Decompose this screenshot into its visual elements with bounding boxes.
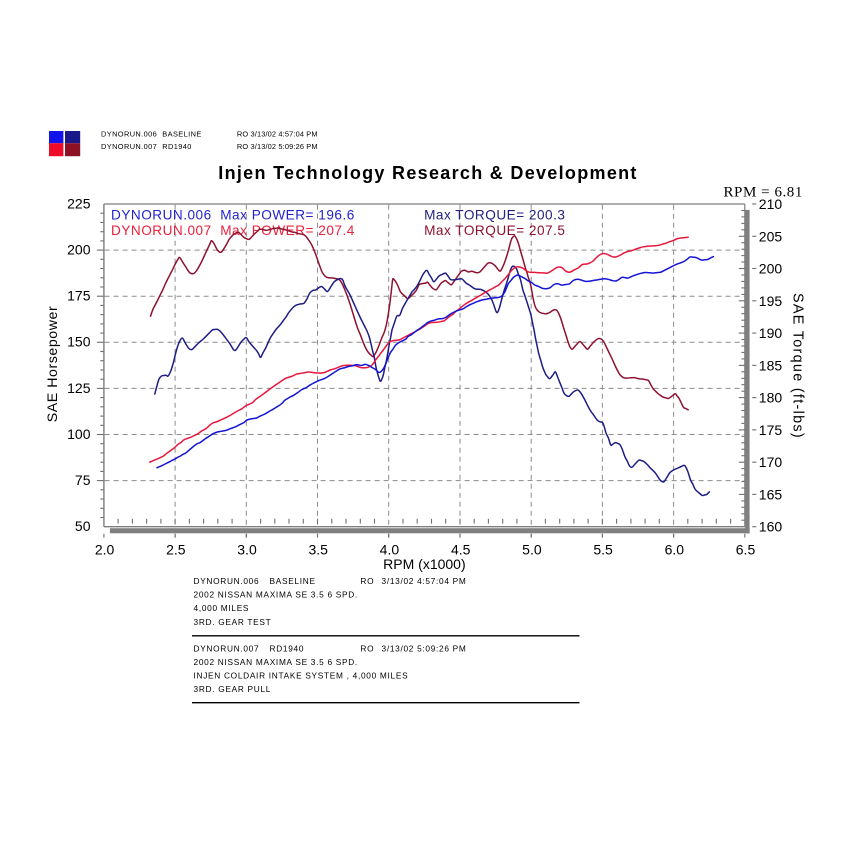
svg-text:210: 210 [759, 196, 783, 212]
svg-text:180: 180 [759, 390, 783, 406]
svg-text:RO 3/13/02 4:57:04 PM: RO 3/13/02 4:57:04 PM [237, 129, 318, 138]
svg-text:185: 185 [759, 357, 783, 373]
svg-text:3RD. GEAR PULL: 3RD. GEAR PULL [194, 684, 272, 694]
svg-text:3RD. GEAR TEST: 3RD. GEAR TEST [194, 617, 272, 627]
svg-text:3/13/02 5:09:26 PM: 3/13/02 5:09:26 PM [382, 643, 467, 653]
svg-text:125: 125 [67, 380, 91, 396]
svg-text:RO: RO [360, 643, 374, 653]
svg-text:RO 3/13/02 5:09:26 PM: RO 3/13/02 5:09:26 PM [237, 142, 318, 151]
svg-text:4.5: 4.5 [451, 542, 471, 558]
svg-text:3/13/02 4:57:04 PM: 3/13/02 4:57:04 PM [382, 576, 467, 586]
svg-text:165: 165 [759, 486, 783, 502]
svg-text:INJEN COLDAIR INTAKE SYSTEM ,: INJEN COLDAIR INTAKE SYSTEM , 4,000 MILE… [194, 671, 409, 681]
svg-text:Max TORQUE= 200.3: Max TORQUE= 200.3 [424, 207, 565, 222]
svg-text:175: 175 [67, 288, 91, 304]
svg-text:5.0: 5.0 [522, 542, 542, 558]
svg-text:2002 NISSAN MAXIMA SE 3.5 6 SP: 2002 NISSAN MAXIMA SE 3.5 6 SPD. [194, 657, 358, 667]
svg-text:50: 50 [75, 518, 91, 534]
svg-text:RPM (x1000): RPM (x1000) [383, 556, 465, 572]
svg-text:RD1940: RD1940 [270, 643, 305, 653]
svg-text:160: 160 [759, 519, 783, 535]
svg-text:5.5: 5.5 [593, 542, 613, 558]
svg-text:6.5: 6.5 [736, 542, 756, 558]
svg-text:SAE Torque (ft-lbs): SAE Torque (ft-lbs) [789, 293, 805, 439]
svg-text:6.0: 6.0 [665, 542, 685, 558]
svg-text:DYNORUN.006 Max POWER= 196.6: DYNORUN.006 Max POWER= 196.6 [111, 207, 355, 222]
svg-text:200: 200 [759, 261, 783, 277]
svg-text:225: 225 [67, 195, 91, 211]
svg-text:DYNORUN.007: DYNORUN.007 [194, 643, 260, 653]
svg-text:150: 150 [67, 334, 91, 350]
svg-text:BASELINE: BASELINE [162, 129, 201, 138]
svg-text:DYNORUN.006: DYNORUN.006 [101, 129, 157, 138]
svg-text:DYNORUN.007 Max POWER= 207.4: DYNORUN.007 Max POWER= 207.4 [111, 223, 355, 238]
svg-text:200: 200 [67, 242, 91, 258]
svg-text:2002 NISSAN MAXIMA SE 3.5 6 SP: 2002 NISSAN MAXIMA SE 3.5 6 SPD. [194, 590, 358, 600]
svg-text:BASELINE: BASELINE [270, 576, 316, 586]
svg-text:DYNORUN.006: DYNORUN.006 [194, 576, 260, 586]
svg-text:Injen Technology Research & De: Injen Technology Research & Development [218, 163, 637, 183]
svg-text:4.0: 4.0 [380, 542, 400, 558]
svg-text:2.5: 2.5 [166, 542, 186, 558]
svg-text:4,000 MILES: 4,000 MILES [194, 603, 250, 613]
svg-text:RD1940: RD1940 [162, 142, 192, 151]
svg-text:190: 190 [759, 325, 783, 341]
svg-text:170: 170 [759, 454, 783, 470]
svg-text:DYNORUN.007: DYNORUN.007 [101, 142, 157, 151]
svg-text:2.0: 2.0 [95, 542, 115, 558]
svg-text:3.5: 3.5 [308, 542, 328, 558]
svg-text:175: 175 [759, 422, 783, 438]
svg-text:195: 195 [759, 293, 783, 309]
svg-text:SAE Horsepower: SAE Horsepower [45, 306, 61, 423]
svg-text:Max TORQUE= 207.5: Max TORQUE= 207.5 [424, 223, 565, 238]
svg-text:75: 75 [75, 472, 91, 488]
svg-text:RPM = 6.81: RPM = 6.81 [724, 185, 803, 201]
svg-text:205: 205 [759, 228, 783, 244]
svg-text:RO: RO [360, 576, 374, 586]
svg-text:3.0: 3.0 [237, 542, 257, 558]
svg-text:100: 100 [67, 426, 91, 442]
